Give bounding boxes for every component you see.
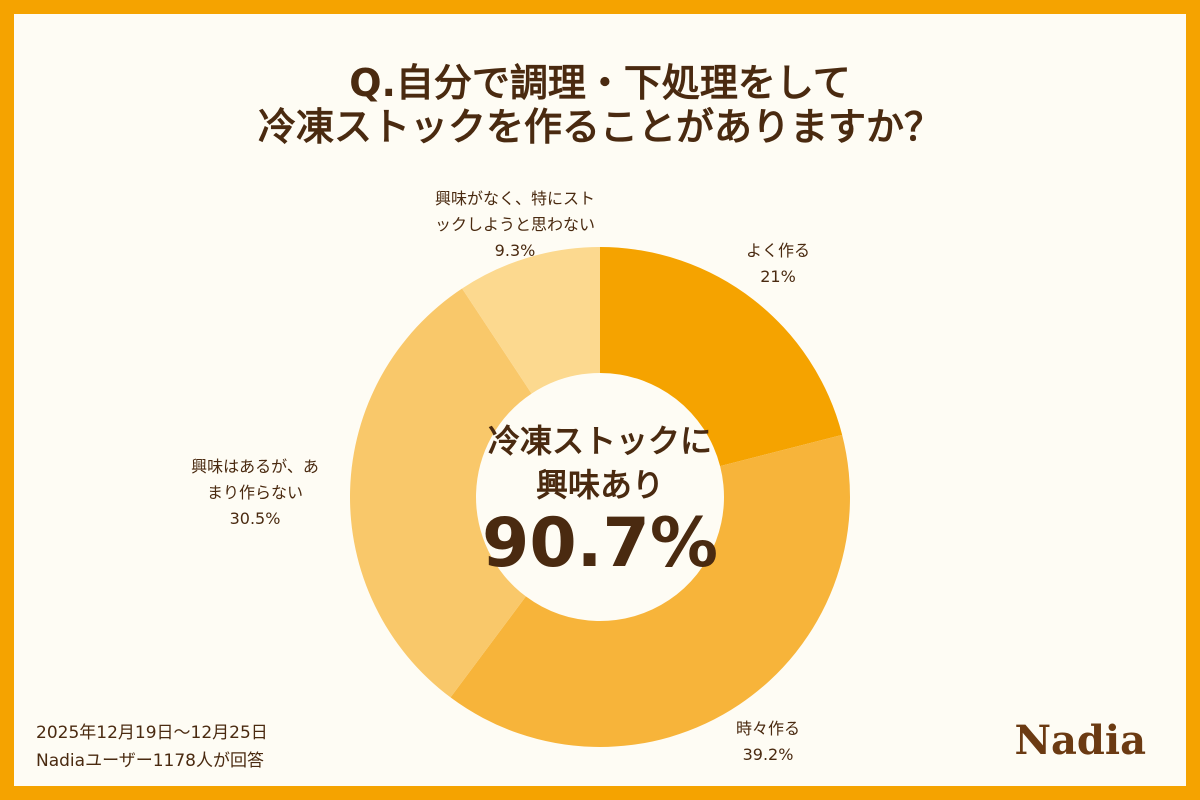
title-line: 冷凍ストックを作ることがありますか？ — [257, 105, 942, 149]
footer-date: 2025年12月19日〜12月25日 — [36, 723, 268, 743]
footer-respondents: Nadiaユーザー1178人が回答 — [36, 751, 264, 771]
slice-label: よく作る 21% — [730, 238, 826, 290]
donut-segment — [462, 247, 600, 394]
value-label: 30.5% — [229, 509, 281, 528]
donut-segment — [450, 434, 851, 748]
slice-label: 興味はあるが、あまり作らない 30.5% — [191, 454, 319, 532]
center-value: 90.7% — [482, 504, 718, 583]
category-label: よく作る — [745, 241, 810, 260]
title-line: Q.自分で調理・下処理をして — [349, 61, 851, 105]
slice-label: 興味がなく、特にストックしようと思わない 9.3% — [435, 186, 595, 264]
category-label: 興味はあるが、あまり作らない — [191, 457, 319, 502]
center-text: 冷凍ストックに — [487, 422, 713, 460]
value-label: 21% — [760, 267, 796, 286]
category-label: 時々作る — [735, 719, 800, 738]
center-text: 興味あり — [535, 466, 665, 504]
logo: Nadia — [1014, 717, 1146, 764]
value-label: 9.3% — [494, 241, 536, 260]
donut-segment — [600, 247, 843, 467]
slice-label: 時々作る 39.2% — [720, 716, 816, 768]
donut-segment — [350, 288, 532, 698]
category-label: 興味がなく、特にストックしようと思わない — [435, 189, 596, 234]
value-label: 39.2% — [742, 745, 794, 764]
